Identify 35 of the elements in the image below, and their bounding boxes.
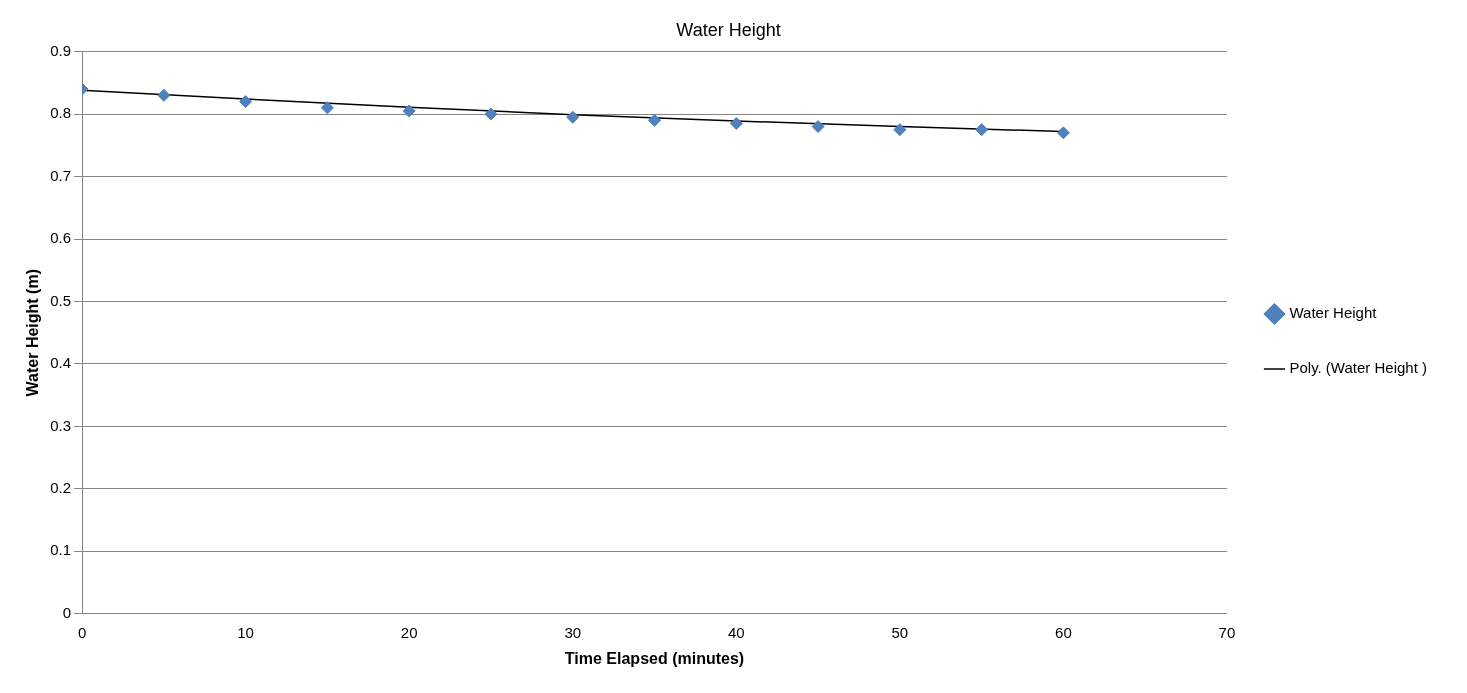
y-tick-label: 0.6 xyxy=(50,229,72,247)
y-tick-label: 0.7 xyxy=(50,166,72,184)
point xyxy=(893,123,907,137)
y-tick-label: 0.5 xyxy=(50,291,72,309)
y-axis-title: Water Height (m) xyxy=(24,269,42,397)
y-tick-label: 0.3 xyxy=(50,416,72,434)
x-axis-title: Time Elapsed (minutes) xyxy=(564,649,745,667)
legend-label: Water Height xyxy=(1289,304,1378,322)
point xyxy=(484,107,498,121)
x-tick-label: 70 xyxy=(1218,623,1236,641)
x-tick-label: 0 xyxy=(77,623,87,641)
point xyxy=(648,113,662,127)
y-tick-label: 0.9 xyxy=(50,41,72,59)
point xyxy=(975,123,989,137)
point xyxy=(157,88,171,102)
point xyxy=(811,120,825,134)
point xyxy=(566,110,580,124)
point xyxy=(729,116,743,130)
chart-title: Water Height xyxy=(676,19,781,40)
point xyxy=(1056,126,1070,140)
x-tick-label: 50 xyxy=(891,623,909,641)
y-tick-label: 0.2 xyxy=(50,479,72,497)
x-tick-label: 30 xyxy=(564,623,582,641)
x-tick-label: 20 xyxy=(400,623,418,641)
point xyxy=(239,95,253,109)
point xyxy=(320,101,334,115)
point xyxy=(402,104,416,118)
y-tick-label: 0.8 xyxy=(50,104,72,122)
x-tick-label: 60 xyxy=(1055,623,1072,641)
x-tick-label: 40 xyxy=(727,623,745,641)
y-tick-label: 0.4 xyxy=(50,354,72,372)
x-tick-label: 10 xyxy=(237,623,254,641)
legend-label: Poly. (Water Height ) xyxy=(1289,359,1428,377)
y-tick-label: 0.1 xyxy=(50,541,72,559)
y-tick-label: 0 xyxy=(62,603,72,621)
